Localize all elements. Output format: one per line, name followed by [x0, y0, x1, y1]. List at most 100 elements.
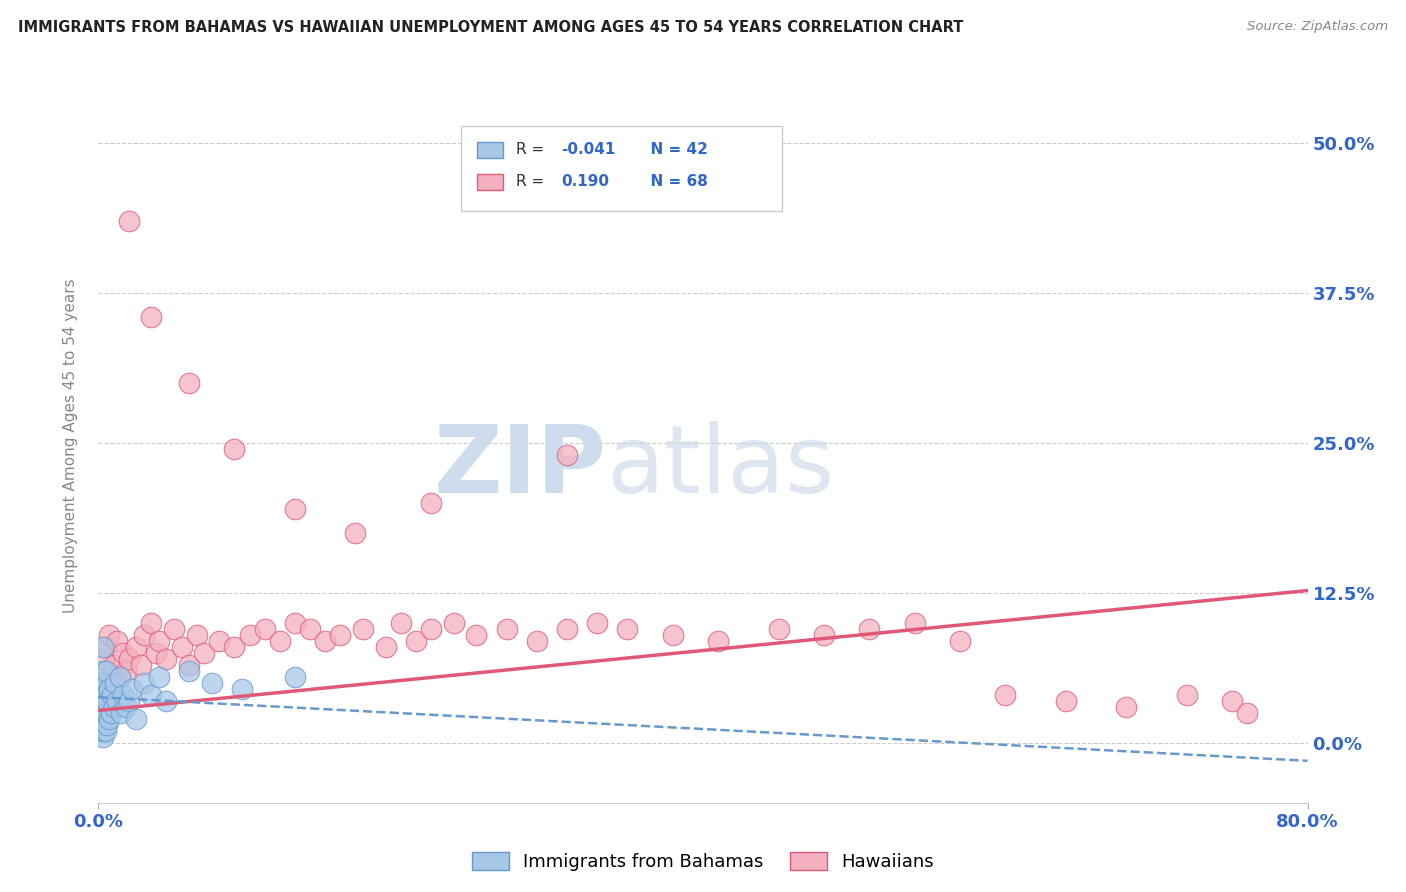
Point [155, 652, 177, 666]
Point [299, 622, 322, 636]
Point [98, 712, 121, 726]
Point [91, 730, 114, 744]
Point [98, 628, 121, 642]
Point [125, 712, 148, 726]
Point [94, 723, 117, 738]
Point [91, 664, 114, 678]
Point [121, 681, 143, 696]
Point [125, 640, 148, 654]
Point [93, 699, 115, 714]
Point [1236, 706, 1258, 720]
Point [91, 640, 114, 654]
Point [224, 442, 246, 456]
Point [707, 633, 730, 648]
Point [96, 694, 118, 708]
Text: ZIP: ZIP [433, 421, 606, 514]
Point [118, 214, 141, 228]
Text: -0.041: -0.041 [561, 143, 616, 157]
Text: N = 42: N = 42 [640, 143, 709, 157]
Point [661, 628, 683, 642]
Point [163, 622, 186, 636]
Point [93, 712, 115, 726]
Point [94, 688, 117, 702]
Point [110, 706, 132, 720]
Point [1115, 699, 1137, 714]
Point [284, 670, 307, 684]
Legend: Immigrants from Bahamas, Hawaiians: Immigrants from Bahamas, Hawaiians [465, 845, 941, 879]
Point [132, 676, 155, 690]
Point [94, 640, 117, 654]
Point [91, 699, 114, 714]
Text: 0.190: 0.190 [561, 175, 610, 189]
Point [114, 699, 136, 714]
Point [104, 676, 127, 690]
Point [284, 615, 307, 630]
Point [148, 633, 170, 648]
Point [284, 502, 307, 516]
Point [465, 628, 488, 642]
Point [179, 376, 201, 390]
Point [420, 622, 443, 636]
FancyBboxPatch shape [477, 174, 503, 190]
Point [103, 699, 125, 714]
Point [105, 633, 128, 648]
Point [555, 448, 578, 462]
Point [129, 657, 152, 672]
Text: Source: ZipAtlas.com: Source: ZipAtlas.com [1247, 20, 1388, 33]
Point [344, 525, 367, 540]
Point [586, 615, 609, 630]
Point [91, 706, 114, 720]
Point [141, 310, 163, 324]
Point [405, 633, 427, 648]
Point [141, 688, 163, 702]
Point [170, 640, 193, 654]
Point [91, 676, 114, 690]
Text: N = 68: N = 68 [640, 175, 709, 189]
Point [858, 622, 880, 636]
Point [239, 628, 262, 642]
Point [495, 622, 517, 636]
Point [208, 633, 231, 648]
Point [224, 640, 246, 654]
Point [352, 622, 374, 636]
Point [94, 706, 117, 720]
Point [269, 633, 291, 648]
Text: atlas: atlas [606, 421, 835, 514]
Point [141, 615, 163, 630]
Point [91, 712, 114, 726]
Point [389, 615, 412, 630]
Point [91, 676, 114, 690]
Point [179, 657, 201, 672]
Point [179, 664, 201, 678]
Point [93, 676, 115, 690]
Point [91, 723, 114, 738]
Point [118, 652, 141, 666]
Point [93, 723, 115, 738]
Point [768, 622, 790, 636]
Point [91, 688, 114, 702]
Point [108, 670, 131, 684]
Point [105, 694, 128, 708]
Point [443, 615, 465, 630]
Point [813, 628, 835, 642]
Point [118, 694, 141, 708]
Point [231, 681, 253, 696]
Point [96, 718, 118, 732]
Point [114, 664, 136, 678]
Point [616, 622, 638, 636]
Text: IMMIGRANTS FROM BAHAMAS VS HAWAIIAN UNEMPLOYMENT AMONG AGES 45 TO 54 YEARS CORRE: IMMIGRANTS FROM BAHAMAS VS HAWAIIAN UNEM… [18, 20, 963, 35]
Point [91, 718, 114, 732]
FancyBboxPatch shape [477, 142, 503, 158]
Point [103, 657, 125, 672]
Point [1054, 694, 1077, 708]
Point [100, 706, 122, 720]
Point [93, 652, 115, 666]
Point [98, 681, 121, 696]
Point [111, 688, 134, 702]
Point [96, 664, 118, 678]
Point [949, 633, 972, 648]
Point [100, 688, 122, 702]
Point [132, 628, 155, 642]
Point [374, 640, 396, 654]
Point [994, 688, 1017, 702]
